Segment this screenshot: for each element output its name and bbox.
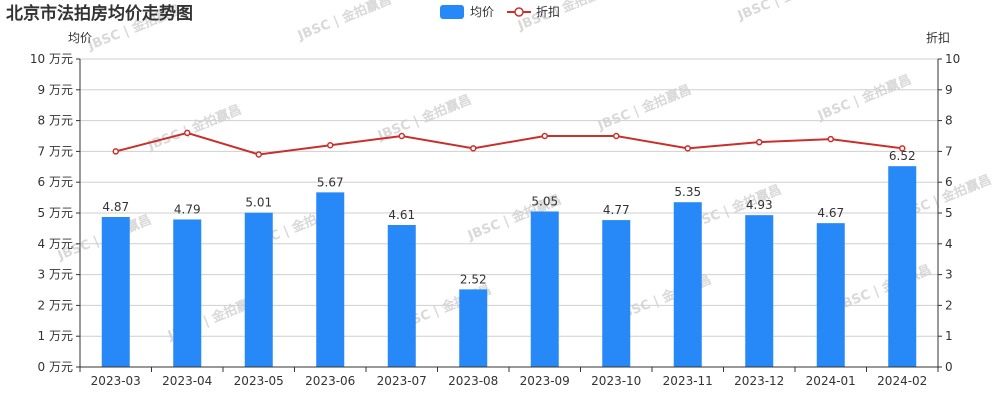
discount-point[interactable]	[327, 141, 334, 149]
bar[interactable]	[244, 212, 273, 367]
bar-data-label: 5.01	[245, 196, 272, 210]
x-tick-label: 2023-05	[234, 374, 284, 388]
bar[interactable]	[387, 225, 416, 367]
y-left-tick-label: 3 万元	[38, 268, 73, 282]
y-left-tick-label: 8 万元	[38, 114, 73, 128]
bar-data-label: 4.87	[102, 200, 129, 214]
discount-point[interactable]	[255, 151, 262, 158]
bar-data-label: 4.61	[388, 208, 415, 222]
discount-point[interactable]	[184, 129, 191, 137]
discount-point[interactable]	[613, 132, 620, 140]
bar[interactable]	[888, 166, 917, 367]
bar[interactable]	[745, 215, 774, 367]
x-tick-label: 2023-07	[377, 374, 427, 388]
x-tick-label: 2024-02	[877, 374, 927, 388]
y-right-tick-label: 10	[945, 52, 960, 66]
discount-point[interactable]	[756, 138, 763, 146]
legend[interactable]: 均价 折扣	[440, 4, 560, 19]
watermark-text: JBSC | 金拍嬴昌	[295, 0, 394, 44]
discount-point[interactable]	[398, 132, 405, 140]
chart-title: 北京市法拍房均价走势图	[6, 3, 193, 24]
watermark-text: JBSC | 金拍嬴昌	[515, 0, 614, 34]
x-tick-label: 2023-10	[591, 374, 641, 388]
bar-data-label: 5.67	[317, 175, 344, 189]
bar[interactable]	[459, 289, 488, 367]
bar[interactable]	[673, 202, 702, 367]
y-right-tick-label: 3	[945, 268, 953, 282]
legend-label-discount[interactable]: 折扣	[536, 4, 560, 19]
watermark-text: JBSC | 金拍嬴昌	[835, 262, 934, 314]
x-tick-label: 2023-12	[734, 374, 784, 388]
bar-data-label: 5.05	[531, 194, 558, 208]
bar-data-label: 5.35	[674, 185, 701, 199]
axes: 0 万元 0 1 万元 1 2 万元 2 3 万元 3 4 万元 4 5 万元 5 6 万元 6 7 万元 7…	[30, 52, 960, 388]
y-left-tick-label: 1 万元	[38, 329, 73, 343]
x-tick-label: 2023-06	[305, 374, 355, 388]
x-tick-label: 2023-04	[162, 374, 212, 388]
y-right-tick-label: 4	[945, 237, 953, 251]
y-right-tick-label: 8	[945, 114, 953, 128]
y-left-tick-label: 10 万元	[30, 52, 73, 66]
y-left-axis-name: 均价	[68, 31, 92, 45]
bar[interactable]	[173, 219, 202, 367]
y-left-tick-label: 4 万元	[38, 237, 73, 251]
y-right-tick-label: 0	[945, 360, 953, 374]
bar-data-label: 4.67	[817, 206, 844, 220]
legend-bar-swatch[interactable]	[440, 5, 464, 19]
y-right-tick-label: 2	[945, 298, 953, 312]
y-left-tick-label: 2 万元	[38, 298, 73, 312]
y-right-axis-name: 折扣	[926, 30, 950, 45]
bar-data-label: 4.79	[174, 202, 201, 216]
watermark-text: JBSC | 金拍嬴昌	[735, 0, 834, 24]
bar-series: 4.87 4.79 5.01 5.67 4.61 2.52 5.05 4.77 5.35 4.93…	[101, 149, 917, 367]
y-left-tick-label: 7 万元	[38, 144, 73, 158]
y-right-tick-label: 6	[945, 175, 953, 189]
bar[interactable]	[316, 192, 345, 367]
y-left-tick-label: 0 万元	[38, 360, 73, 374]
watermark-text: JBSC | 金拍嬴昌	[815, 72, 914, 124]
x-tick-label: 2023-08	[448, 374, 498, 388]
y-right-tick-label: 7	[945, 144, 953, 158]
x-tick-label: 2023-11	[663, 374, 713, 388]
bar[interactable]	[530, 211, 559, 367]
y-left-tick-label: 9 万元	[38, 83, 73, 97]
discount-point[interactable]	[112, 148, 119, 155]
discount-point[interactable]	[684, 145, 691, 152]
x-tick-label: 2023-03	[91, 374, 141, 388]
bar-data-label: 2.52	[460, 272, 487, 286]
bar[interactable]	[101, 217, 130, 367]
bar-data-label: 4.77	[603, 203, 630, 217]
y-left-tick-label: 5 万元	[38, 206, 73, 220]
legend-line-marker[interactable]	[514, 7, 524, 17]
bar-data-label: 4.93	[746, 198, 773, 212]
discount-point[interactable]	[899, 145, 906, 152]
y-right-tick-label: 5	[945, 206, 953, 220]
line-series	[112, 129, 906, 158]
x-tick-label: 2024-01	[806, 374, 856, 388]
y-right-tick-label: 9	[945, 83, 953, 97]
y-left-tick-label: 6 万元	[38, 175, 73, 189]
grid-lines	[80, 58, 938, 337]
bar[interactable]	[816, 223, 845, 367]
discount-point[interactable]	[541, 132, 548, 140]
discount-line	[115, 131, 903, 156]
bar[interactable]	[602, 220, 631, 367]
bar-data-label: 6.52	[889, 149, 916, 163]
discount-point[interactable]	[470, 145, 477, 152]
x-tick-label: 2023-09	[520, 374, 570, 388]
watermark-text: JBSC | 金拍嬴昌	[375, 92, 474, 144]
y-right-tick-label: 1	[945, 329, 953, 343]
legend-label-avg-price[interactable]: 均价	[470, 5, 494, 19]
discount-point[interactable]	[827, 135, 834, 143]
